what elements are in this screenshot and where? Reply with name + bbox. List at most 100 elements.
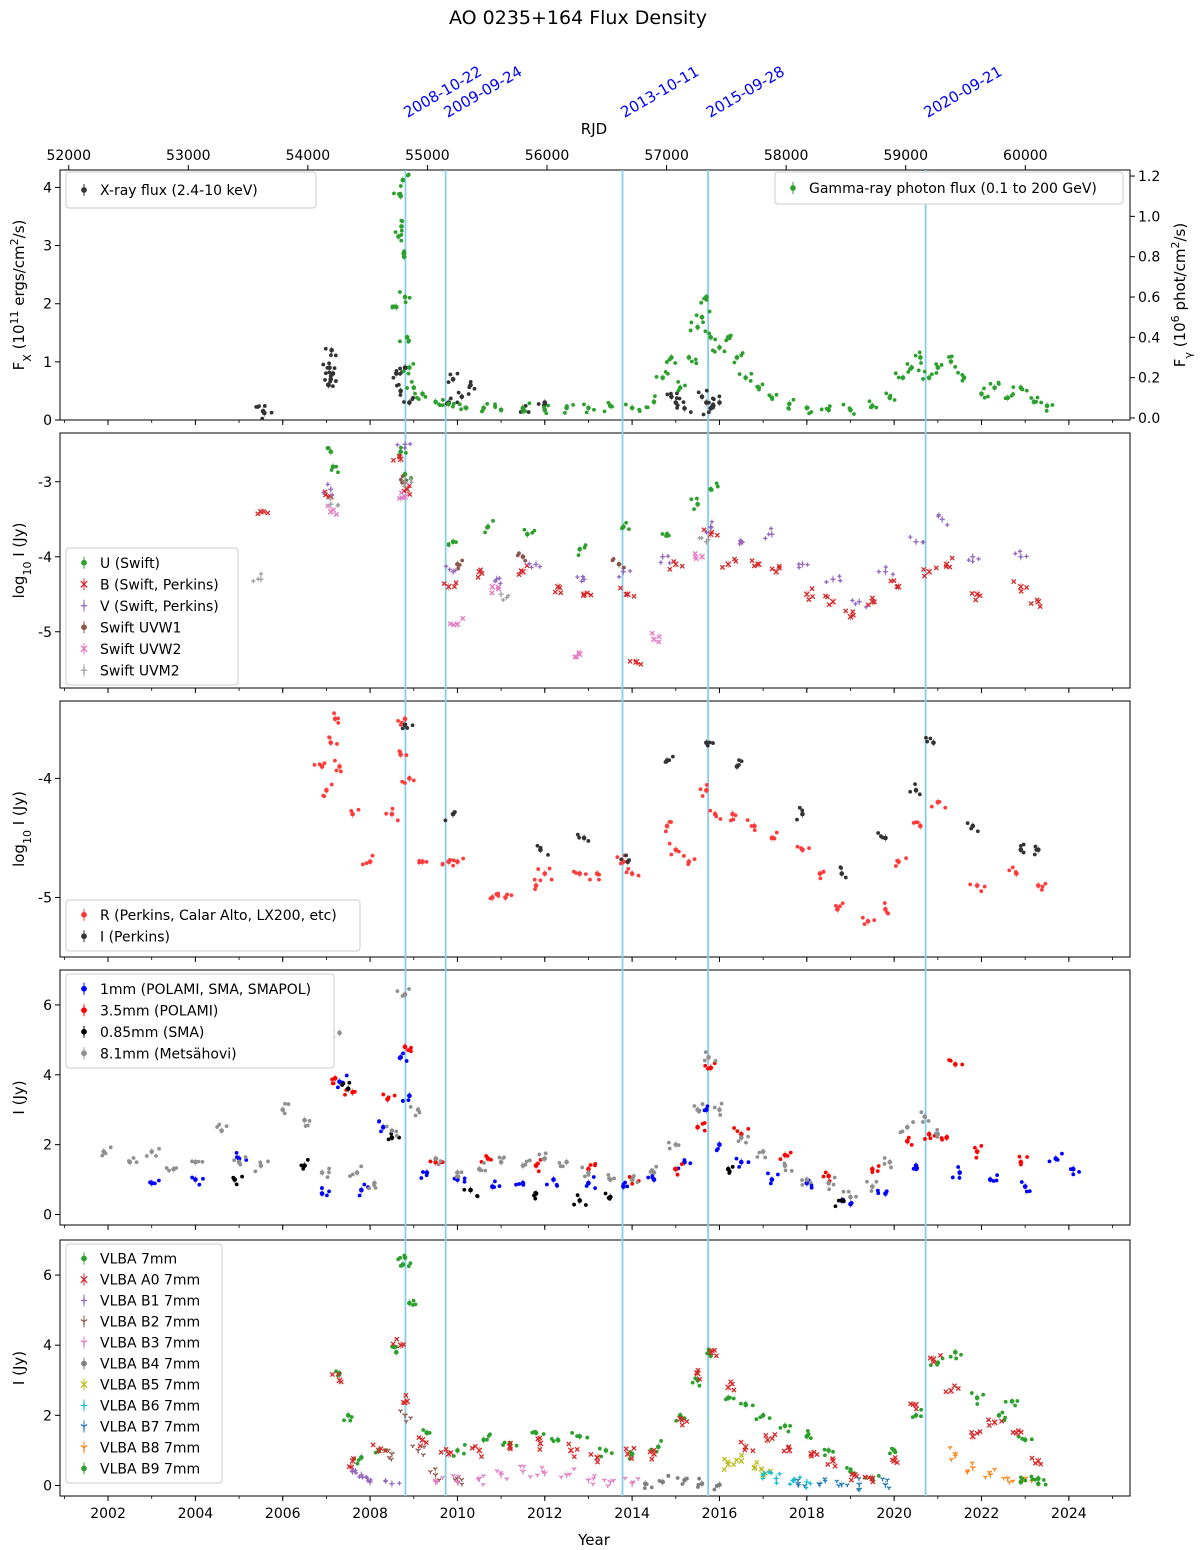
data-point-dense bbox=[724, 338, 729, 343]
data-point-dense bbox=[450, 1473, 456, 1478]
legend-label: VLBA B4 7mm bbox=[100, 1357, 200, 1373]
data-point-dense bbox=[301, 1166, 306, 1171]
data-point-dense bbox=[789, 1169, 794, 1173]
data-point-dense bbox=[619, 526, 624, 531]
data-point bbox=[1018, 1479, 1024, 1485]
data-point-dense bbox=[843, 608, 849, 614]
data-point-dense bbox=[729, 818, 733, 823]
data-point-dense bbox=[617, 585, 623, 591]
data-point-dense bbox=[884, 1478, 890, 1482]
data-point-dense bbox=[330, 1081, 335, 1086]
data-point bbox=[149, 1149, 155, 1154]
data-point bbox=[476, 1447, 483, 1454]
data-point-dense bbox=[827, 1187, 831, 1192]
data-point-dense bbox=[610, 558, 615, 563]
data-point-dense bbox=[588, 877, 592, 882]
data-point bbox=[782, 1423, 788, 1429]
data-point-dense bbox=[838, 578, 843, 583]
data-point-dense bbox=[134, 1160, 139, 1165]
data-point-dense bbox=[557, 585, 563, 591]
data-point-dense bbox=[349, 1415, 354, 1419]
data-point-dense bbox=[312, 762, 317, 767]
series-mm085 bbox=[231, 1080, 846, 1209]
data-point-dense bbox=[538, 878, 543, 883]
data-point-dense bbox=[489, 1157, 493, 1162]
y-tick-label: 0 bbox=[43, 413, 52, 429]
data-point-dense bbox=[665, 554, 671, 559]
data-point bbox=[992, 385, 997, 391]
data-point-dense bbox=[675, 1476, 680, 1480]
data-point bbox=[655, 1444, 661, 1450]
data-point-dense bbox=[423, 1440, 429, 1446]
data-point-dense bbox=[699, 300, 704, 305]
data-point-dense bbox=[334, 768, 339, 773]
panel-frame bbox=[59, 169, 1131, 421]
data-point-dense bbox=[405, 386, 409, 390]
data-point bbox=[931, 740, 936, 746]
data-point-dense bbox=[637, 409, 642, 413]
data-point bbox=[402, 294, 408, 300]
data-point-dense bbox=[383, 1478, 388, 1483]
data-point-dense bbox=[368, 1477, 373, 1482]
data-point-dense bbox=[451, 1454, 456, 1458]
event-label: 2020-09-21 bbox=[921, 62, 1006, 121]
data-point-dense bbox=[689, 320, 694, 325]
data-point-dense bbox=[537, 1152, 542, 1157]
data-point-dense bbox=[841, 1198, 846, 1203]
data-point-dense bbox=[704, 388, 709, 393]
data-point bbox=[328, 740, 334, 746]
data-point-dense bbox=[700, 794, 705, 798]
data-point-dense bbox=[330, 1077, 334, 1082]
data-point-dense bbox=[406, 1264, 411, 1269]
data-point-dense bbox=[1068, 1167, 1073, 1171]
data-point bbox=[808, 1450, 815, 1457]
data-point bbox=[337, 764, 342, 769]
data-point-dense bbox=[695, 1367, 701, 1373]
data-point-dense bbox=[675, 1172, 680, 1177]
data-point-dense bbox=[766, 532, 771, 537]
data-point bbox=[359, 1455, 364, 1460]
data-point bbox=[367, 859, 373, 865]
data-point bbox=[918, 823, 923, 829]
data-point-dense bbox=[336, 716, 340, 721]
data-point-dense bbox=[816, 1482, 822, 1487]
data-point-dense bbox=[325, 1193, 329, 1198]
data-point-dense bbox=[947, 1058, 951, 1062]
data-point-dense bbox=[390, 806, 395, 811]
data-point-dense bbox=[633, 659, 639, 665]
data-point-dense bbox=[777, 1471, 782, 1476]
data-point-dense bbox=[348, 1174, 352, 1178]
y-tick-label: 6 bbox=[43, 998, 52, 1014]
data-point-dense bbox=[501, 1443, 505, 1447]
y2-tick-label: 0.0 bbox=[1138, 411, 1160, 427]
legend-marker bbox=[81, 559, 87, 566]
data-point-dense bbox=[322, 794, 327, 799]
legend-frame bbox=[65, 899, 361, 952]
data-point bbox=[586, 1180, 591, 1186]
data-point-dense bbox=[947, 1445, 953, 1450]
data-point bbox=[520, 405, 526, 411]
y-tick-label: 3 bbox=[43, 239, 52, 255]
data-point-dense bbox=[397, 454, 403, 460]
data-point-dense bbox=[575, 1193, 580, 1198]
data-point-dense bbox=[927, 1355, 933, 1361]
data-point-dense bbox=[448, 857, 453, 862]
data-point-dense bbox=[679, 1162, 684, 1166]
data-point-dense bbox=[612, 1176, 617, 1181]
legend-marker bbox=[80, 1402, 88, 1409]
data-point bbox=[577, 1198, 583, 1203]
data-point-dense bbox=[683, 383, 687, 388]
data-point-dense bbox=[888, 393, 893, 398]
panel-data-vlba bbox=[329, 1253, 1048, 1492]
data-point-dense bbox=[215, 1125, 220, 1129]
data-point-dense bbox=[1001, 1476, 1006, 1481]
data-point-dense bbox=[884, 391, 889, 396]
data-point-dense bbox=[663, 829, 668, 834]
data-point-dense bbox=[448, 1450, 454, 1456]
series-mm1 bbox=[148, 1051, 1081, 1208]
data-point-dense bbox=[650, 1175, 655, 1180]
data-point-dense bbox=[624, 870, 629, 875]
data-point-dense bbox=[849, 1471, 855, 1477]
data-point-dense bbox=[631, 1445, 637, 1451]
data-point bbox=[445, 583, 452, 590]
